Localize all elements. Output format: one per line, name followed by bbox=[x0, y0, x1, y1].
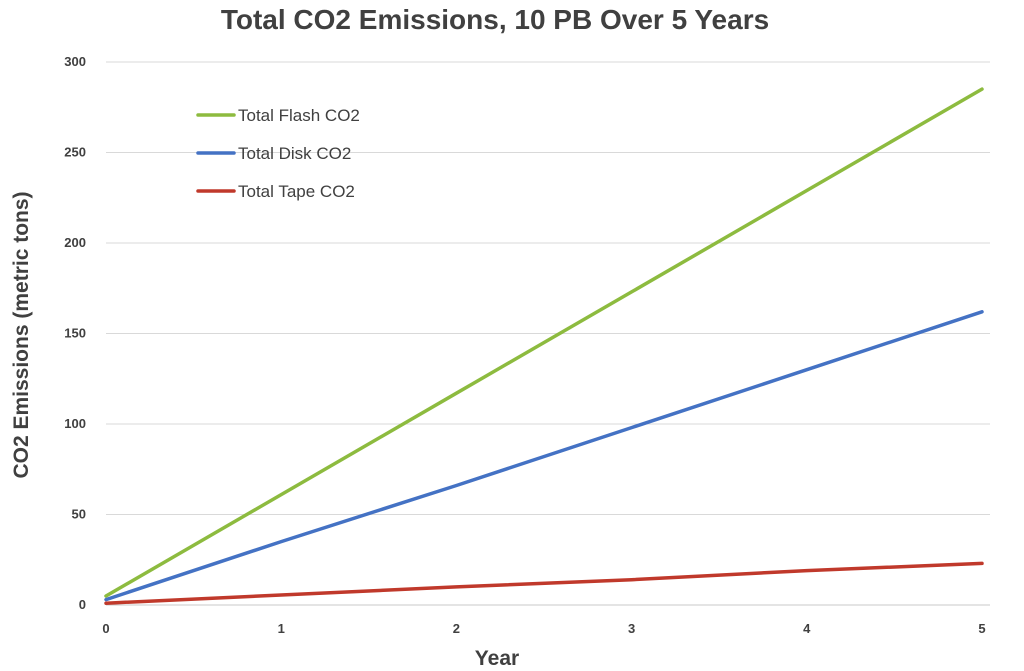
y-tick-label: 0 bbox=[79, 597, 86, 612]
series-line bbox=[104, 87, 984, 598]
series-line bbox=[104, 561, 984, 605]
y-tick-label: 200 bbox=[64, 235, 86, 250]
y-tick-label: 150 bbox=[64, 326, 86, 341]
x-tick-label: 0 bbox=[102, 621, 109, 636]
series-line bbox=[104, 310, 984, 602]
x-tick-label: 3 bbox=[628, 621, 635, 636]
legend-label: Total Tape CO2 bbox=[238, 182, 355, 201]
x-tick-label: 1 bbox=[278, 621, 285, 636]
x-axis-label: Year bbox=[474, 647, 520, 670]
y-tick-label: 100 bbox=[64, 416, 86, 431]
x-tick-label: 4 bbox=[803, 621, 811, 636]
chart-title: Total CO2 Emissions, 10 PB Over 5 Years bbox=[220, 4, 770, 35]
y-tick-label: 50 bbox=[72, 507, 86, 522]
x-tick-label: 5 bbox=[978, 621, 985, 636]
legend-label: Total Flash CO2 bbox=[238, 106, 360, 125]
y-tick-label: 300 bbox=[64, 54, 86, 69]
x-tick-label: 2 bbox=[453, 621, 460, 636]
legend-label: Total Disk CO2 bbox=[238, 144, 351, 163]
y-tick-label: 250 bbox=[64, 145, 86, 160]
